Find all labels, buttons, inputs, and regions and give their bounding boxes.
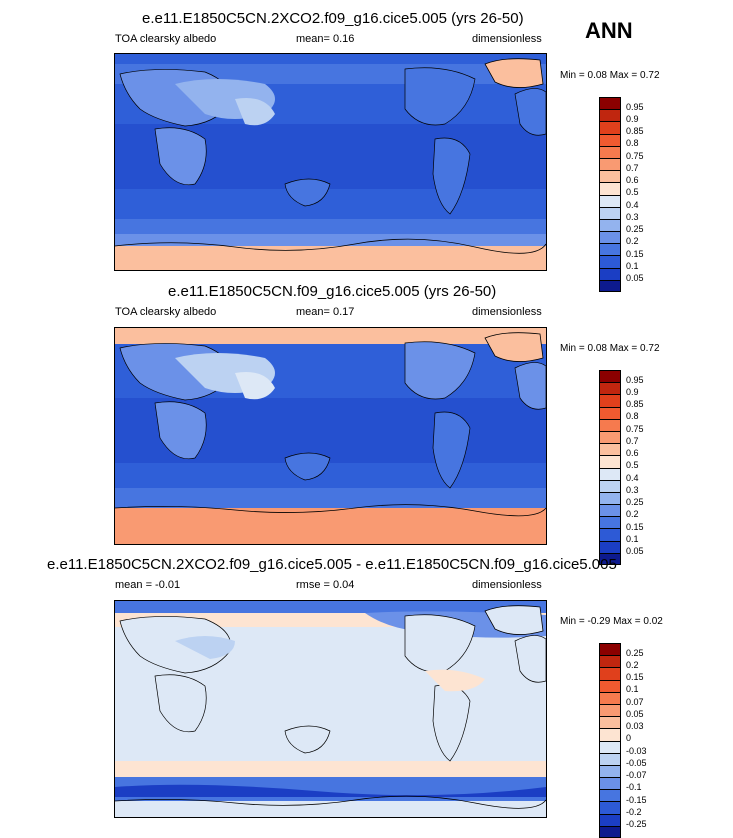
panel3-cb-label: 0.15 (626, 672, 644, 682)
panel2-minmax: Min = 0.08 Max = 0.72 (560, 343, 660, 354)
panel1-cb-label: 0.8 (626, 138, 639, 148)
panel1-map-svg (115, 54, 546, 270)
panel3-cb-label: -0.2 (626, 807, 642, 817)
panel2-cb-label: 0.3 (626, 485, 639, 495)
panel2-units-label: dimensionless (472, 306, 542, 318)
panel2-cb-label: 0.05 (626, 546, 644, 556)
panel3-cb-label: -0.15 (626, 795, 647, 805)
panel3-colorbar (599, 643, 621, 838)
panel1-cb-label: 0.6 (626, 175, 639, 185)
panel1-cb-label: 0.2 (626, 236, 639, 246)
panel1-colorbar (599, 97, 621, 292)
panel2-title: e.e11.E1850C5CN.f09_g16.cice5.005 (yrs 2… (168, 283, 497, 300)
panel1-cb-label: 0.05 (626, 273, 644, 283)
panel3-cb-label: -0.1 (626, 782, 642, 792)
panel3-cb-label: 0.07 (626, 697, 644, 707)
panel2-cb-label: 0.8 (626, 411, 639, 421)
panel1-mean-label: mean= 0.16 (296, 33, 355, 45)
panel2-cb-label: 0.1 (626, 534, 639, 544)
panel1-cb-label: 0.25 (626, 224, 644, 234)
panel3-cb-label: 0.2 (626, 660, 639, 670)
panel1-cb-label: 0.5 (626, 187, 639, 197)
panel2-mean-label: mean= 0.17 (296, 306, 355, 318)
panel2-map-svg (115, 328, 546, 544)
panel1-cb-label: 0.9 (626, 114, 639, 124)
panel3-title: e.e11.E1850C5CN.2XCO2.f09_g16.cice5.005 … (47, 556, 617, 573)
panel1-cb-label: 0.4 (626, 200, 639, 210)
panel2-cb-label: 0.25 (626, 497, 644, 507)
panel2-cb-label: 0.85 (626, 399, 644, 409)
panel1-variable-label: TOA clearsky albedo (115, 33, 217, 45)
panel3-cb-label: 0.25 (626, 648, 644, 658)
panel1-minmax: Min = 0.08 Max = 0.72 (560, 70, 660, 81)
panel3-cb-label: -0.05 (626, 758, 647, 768)
panel3-cb-label: -0.03 (626, 746, 647, 756)
panel3-cb-label: -0.07 (626, 770, 647, 780)
panel2-colorbar (599, 370, 621, 565)
panel3-cb-label: 0.1 (626, 684, 639, 694)
panel3-units-label: dimensionless (472, 579, 542, 591)
panel1-cb-label: 0.75 (626, 151, 644, 161)
panel2-cb-label: 0.5 (626, 460, 639, 470)
panel2-cb-label: 0.15 (626, 522, 644, 532)
panel1-cb-label: 0.85 (626, 126, 644, 136)
panel2-cb-label: 0.9 (626, 387, 639, 397)
panel3-map (114, 600, 547, 818)
panel1-units-label: dimensionless (472, 33, 542, 45)
panel2-cb-label: 0.95 (626, 375, 644, 385)
panel1-cb-label: 0.95 (626, 102, 644, 112)
panel1-cb-label: 0.3 (626, 212, 639, 222)
panel2-cb-label: 0.2 (626, 509, 639, 519)
panel3-cb-label: 0 (626, 733, 632, 743)
panel1-cb-label: 0.15 (626, 249, 644, 259)
panel1-title: e.e11.E1850C5CN.2XCO2.f09_g16.cice5.005 … (142, 10, 524, 27)
season-label: ANN (585, 18, 633, 43)
panel2-cb-label: 0.4 (626, 473, 639, 483)
panel2-cb-label: 0.75 (626, 424, 644, 434)
panel1-cb-label: 0.7 (626, 163, 639, 173)
panel1-map (114, 53, 547, 271)
panel2-cb-label: 0.7 (626, 436, 639, 446)
panel2-map (114, 327, 547, 545)
panel2-cb-label: 0.6 (626, 448, 639, 458)
panel2-variable-label: TOA clearsky albedo (115, 306, 217, 318)
panel3-cb-label: 0.05 (626, 709, 644, 719)
panel3-rmse-label: rmse = 0.04 (296, 579, 355, 591)
panel3-mean-label: mean = -0.01 (115, 579, 181, 591)
panel1-cb-label: 0.1 (626, 261, 639, 271)
panel3-cb-label: 0.03 (626, 721, 644, 731)
panel3-minmax: Min = -0.29 Max = 0.02 (560, 616, 663, 627)
panel3-map-svg (115, 601, 546, 817)
